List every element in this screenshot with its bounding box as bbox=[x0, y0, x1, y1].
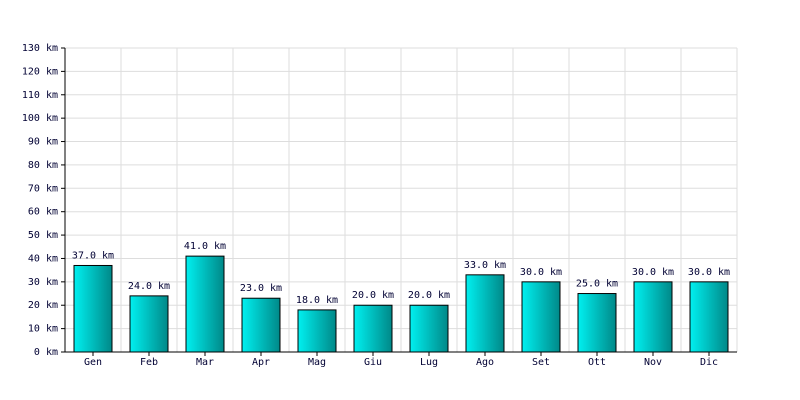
value-label: 18.0 km bbox=[296, 295, 338, 306]
x-tick-label: Ago bbox=[476, 357, 494, 368]
x-tick-label: Mar bbox=[196, 357, 214, 368]
y-tick-label: 100 km bbox=[22, 113, 58, 124]
y-tick-label: 90 km bbox=[28, 137, 58, 148]
y-tick-label: 20 km bbox=[28, 300, 58, 311]
value-label: 37.0 km bbox=[72, 250, 114, 261]
value-label: 30.0 km bbox=[520, 267, 562, 278]
x-tick-label: Giu bbox=[364, 357, 382, 368]
bar bbox=[241, 297, 281, 353]
y-tick-label: 130 km bbox=[22, 43, 58, 54]
value-label: 20.0 km bbox=[352, 290, 394, 301]
x-tick-label: Gen bbox=[84, 357, 102, 368]
x-tick-label: Set bbox=[532, 357, 550, 368]
bar bbox=[689, 281, 729, 353]
y-tick-label: 70 km bbox=[28, 183, 58, 194]
bar bbox=[185, 255, 225, 353]
y-tick-label: 120 km bbox=[22, 66, 58, 77]
bar bbox=[129, 295, 169, 353]
value-label: 20.0 km bbox=[408, 290, 450, 301]
value-label: 41.0 km bbox=[184, 241, 226, 252]
x-tick-label: Apr bbox=[252, 357, 270, 368]
y-tick-label: 50 km bbox=[28, 230, 58, 241]
y-tick-label: 110 km bbox=[22, 90, 58, 101]
y-tick-label: 80 km bbox=[28, 160, 58, 171]
value-label: 30.0 km bbox=[632, 267, 674, 278]
value-label: 23.0 km bbox=[240, 283, 282, 294]
x-tick-label: Feb bbox=[140, 357, 158, 368]
value-label: 30.0 km bbox=[688, 267, 730, 278]
bar bbox=[633, 281, 673, 353]
y-tick-label: 40 km bbox=[28, 253, 58, 264]
y-tick-label: 0 km bbox=[34, 347, 58, 358]
bar bbox=[577, 293, 617, 353]
y-tick-label: 10 km bbox=[28, 324, 58, 335]
bar bbox=[73, 264, 113, 353]
y-tick-label: 30 km bbox=[28, 277, 58, 288]
bar bbox=[297, 309, 337, 353]
value-label: 33.0 km bbox=[464, 260, 506, 271]
x-tick-label: Mag bbox=[308, 357, 326, 368]
value-label: 24.0 km bbox=[128, 281, 170, 292]
bar bbox=[465, 274, 505, 353]
bar bbox=[521, 281, 561, 353]
x-tick-label: Dic bbox=[700, 357, 718, 368]
x-tick-label: Ott bbox=[588, 357, 606, 368]
x-tick-label: Lug bbox=[420, 357, 438, 368]
bar bbox=[409, 304, 449, 353]
value-label: 25.0 km bbox=[576, 279, 618, 290]
y-tick-label: 60 km bbox=[28, 207, 58, 218]
bar bbox=[353, 304, 393, 353]
x-tick-label: Nov bbox=[644, 357, 662, 368]
